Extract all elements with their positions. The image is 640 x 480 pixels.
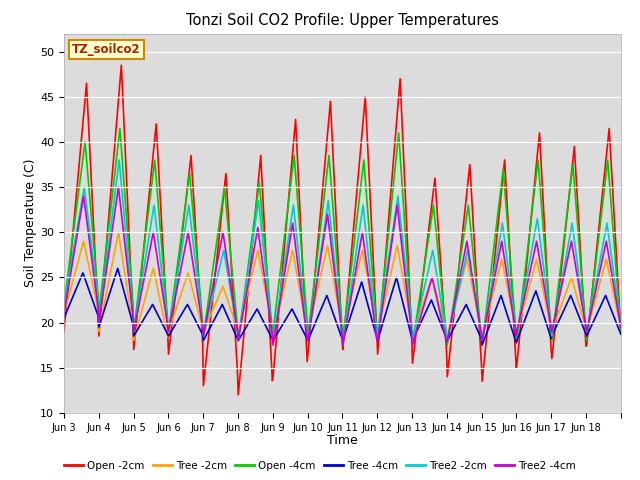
Title: Tonzi Soil CO2 Profile: Upper Temperatures: Tonzi Soil CO2 Profile: Upper Temperatur… — [186, 13, 499, 28]
Text: TZ_soilco2: TZ_soilco2 — [72, 43, 141, 56]
Y-axis label: Soil Temperature (C): Soil Temperature (C) — [24, 159, 37, 288]
Legend: Open -2cm, Tree -2cm, Open -4cm, Tree -4cm, Tree2 -2cm, Tree2 -4cm: Open -2cm, Tree -2cm, Open -4cm, Tree -4… — [60, 456, 580, 475]
X-axis label: Time: Time — [327, 434, 358, 447]
